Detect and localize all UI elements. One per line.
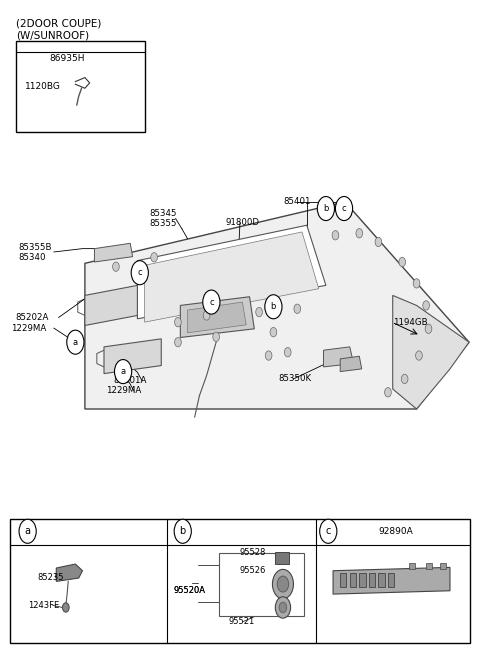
Text: 85340: 85340	[18, 253, 46, 262]
Text: 1120BG: 1120BG	[25, 82, 61, 91]
Text: a: a	[24, 526, 31, 536]
Polygon shape	[85, 202, 469, 409]
Circle shape	[375, 238, 382, 247]
FancyBboxPatch shape	[74, 76, 91, 90]
Bar	[378, 574, 384, 586]
Bar	[440, 563, 446, 570]
Bar	[360, 574, 365, 586]
Circle shape	[399, 257, 406, 266]
Text: 85345: 85345	[149, 209, 177, 218]
Text: c: c	[137, 268, 142, 277]
Text: 1229MA: 1229MA	[107, 386, 142, 395]
Text: b: b	[323, 204, 329, 213]
Circle shape	[277, 576, 288, 592]
Text: 95528: 95528	[239, 548, 265, 557]
Circle shape	[273, 570, 293, 599]
Circle shape	[174, 519, 192, 544]
Text: 95520A: 95520A	[173, 586, 205, 595]
Text: c: c	[325, 526, 331, 536]
Circle shape	[67, 330, 84, 354]
Circle shape	[265, 351, 272, 360]
Polygon shape	[180, 297, 254, 338]
Polygon shape	[137, 225, 326, 319]
Text: 85202A: 85202A	[16, 313, 49, 322]
Text: (2DOOR COUPE)
(W/SUNROOF): (2DOOR COUPE) (W/SUNROOF)	[16, 18, 101, 40]
Polygon shape	[188, 302, 246, 333]
Circle shape	[213, 332, 219, 342]
Bar	[426, 563, 432, 570]
Circle shape	[336, 197, 353, 221]
Circle shape	[175, 338, 181, 347]
Polygon shape	[104, 339, 161, 374]
Circle shape	[19, 519, 36, 544]
Polygon shape	[340, 356, 362, 372]
Text: 92890A: 92890A	[378, 527, 413, 535]
Polygon shape	[95, 244, 132, 262]
Polygon shape	[324, 347, 354, 367]
Circle shape	[75, 103, 83, 113]
Polygon shape	[218, 553, 304, 616]
Bar	[350, 574, 356, 586]
Text: 85401: 85401	[283, 197, 311, 207]
Circle shape	[131, 260, 148, 285]
Circle shape	[423, 301, 430, 310]
Text: 85350K: 85350K	[278, 374, 312, 383]
Circle shape	[62, 603, 69, 612]
Bar	[10, 519, 470, 643]
Text: b: b	[271, 302, 276, 311]
Text: 86935H: 86935H	[49, 54, 84, 62]
Circle shape	[203, 311, 210, 320]
Text: a: a	[120, 367, 126, 376]
Bar	[409, 563, 415, 570]
Circle shape	[332, 231, 339, 240]
Text: 85355B: 85355B	[18, 243, 51, 252]
Circle shape	[256, 307, 263, 317]
Circle shape	[401, 374, 408, 384]
Circle shape	[356, 229, 363, 238]
Circle shape	[425, 324, 432, 333]
Text: b: b	[180, 526, 186, 536]
Text: 91800D: 91800D	[226, 218, 260, 227]
Circle shape	[279, 602, 287, 613]
Text: 95520A: 95520A	[173, 586, 205, 595]
Polygon shape	[56, 564, 83, 581]
Polygon shape	[85, 285, 137, 325]
Circle shape	[317, 197, 335, 221]
Bar	[340, 574, 347, 586]
Circle shape	[151, 253, 157, 262]
Bar	[388, 574, 394, 586]
Text: 85235: 85235	[37, 573, 64, 582]
Circle shape	[115, 360, 132, 384]
Text: 1194GB: 1194GB	[393, 317, 427, 327]
Text: a: a	[73, 338, 78, 347]
Circle shape	[203, 290, 220, 314]
Circle shape	[276, 597, 290, 618]
Circle shape	[294, 304, 300, 313]
Circle shape	[413, 278, 420, 288]
Text: 1229MA: 1229MA	[11, 323, 46, 333]
Polygon shape	[333, 568, 450, 594]
Bar	[16, 42, 144, 132]
Text: 95526: 95526	[239, 566, 265, 575]
Circle shape	[384, 388, 391, 397]
Polygon shape	[144, 232, 319, 322]
Bar	[276, 552, 288, 564]
Circle shape	[284, 348, 291, 357]
Circle shape	[175, 317, 181, 327]
Text: c: c	[209, 298, 214, 307]
Circle shape	[416, 351, 422, 360]
Circle shape	[265, 295, 282, 319]
Text: 85355: 85355	[149, 219, 177, 228]
Circle shape	[270, 327, 277, 337]
Text: 1243FE: 1243FE	[28, 601, 59, 610]
Bar	[369, 574, 375, 586]
Circle shape	[320, 519, 337, 544]
Text: 85201A: 85201A	[114, 376, 147, 385]
Polygon shape	[393, 295, 469, 409]
Circle shape	[113, 262, 119, 271]
Text: c: c	[342, 204, 347, 213]
Text: 95521: 95521	[228, 617, 254, 626]
